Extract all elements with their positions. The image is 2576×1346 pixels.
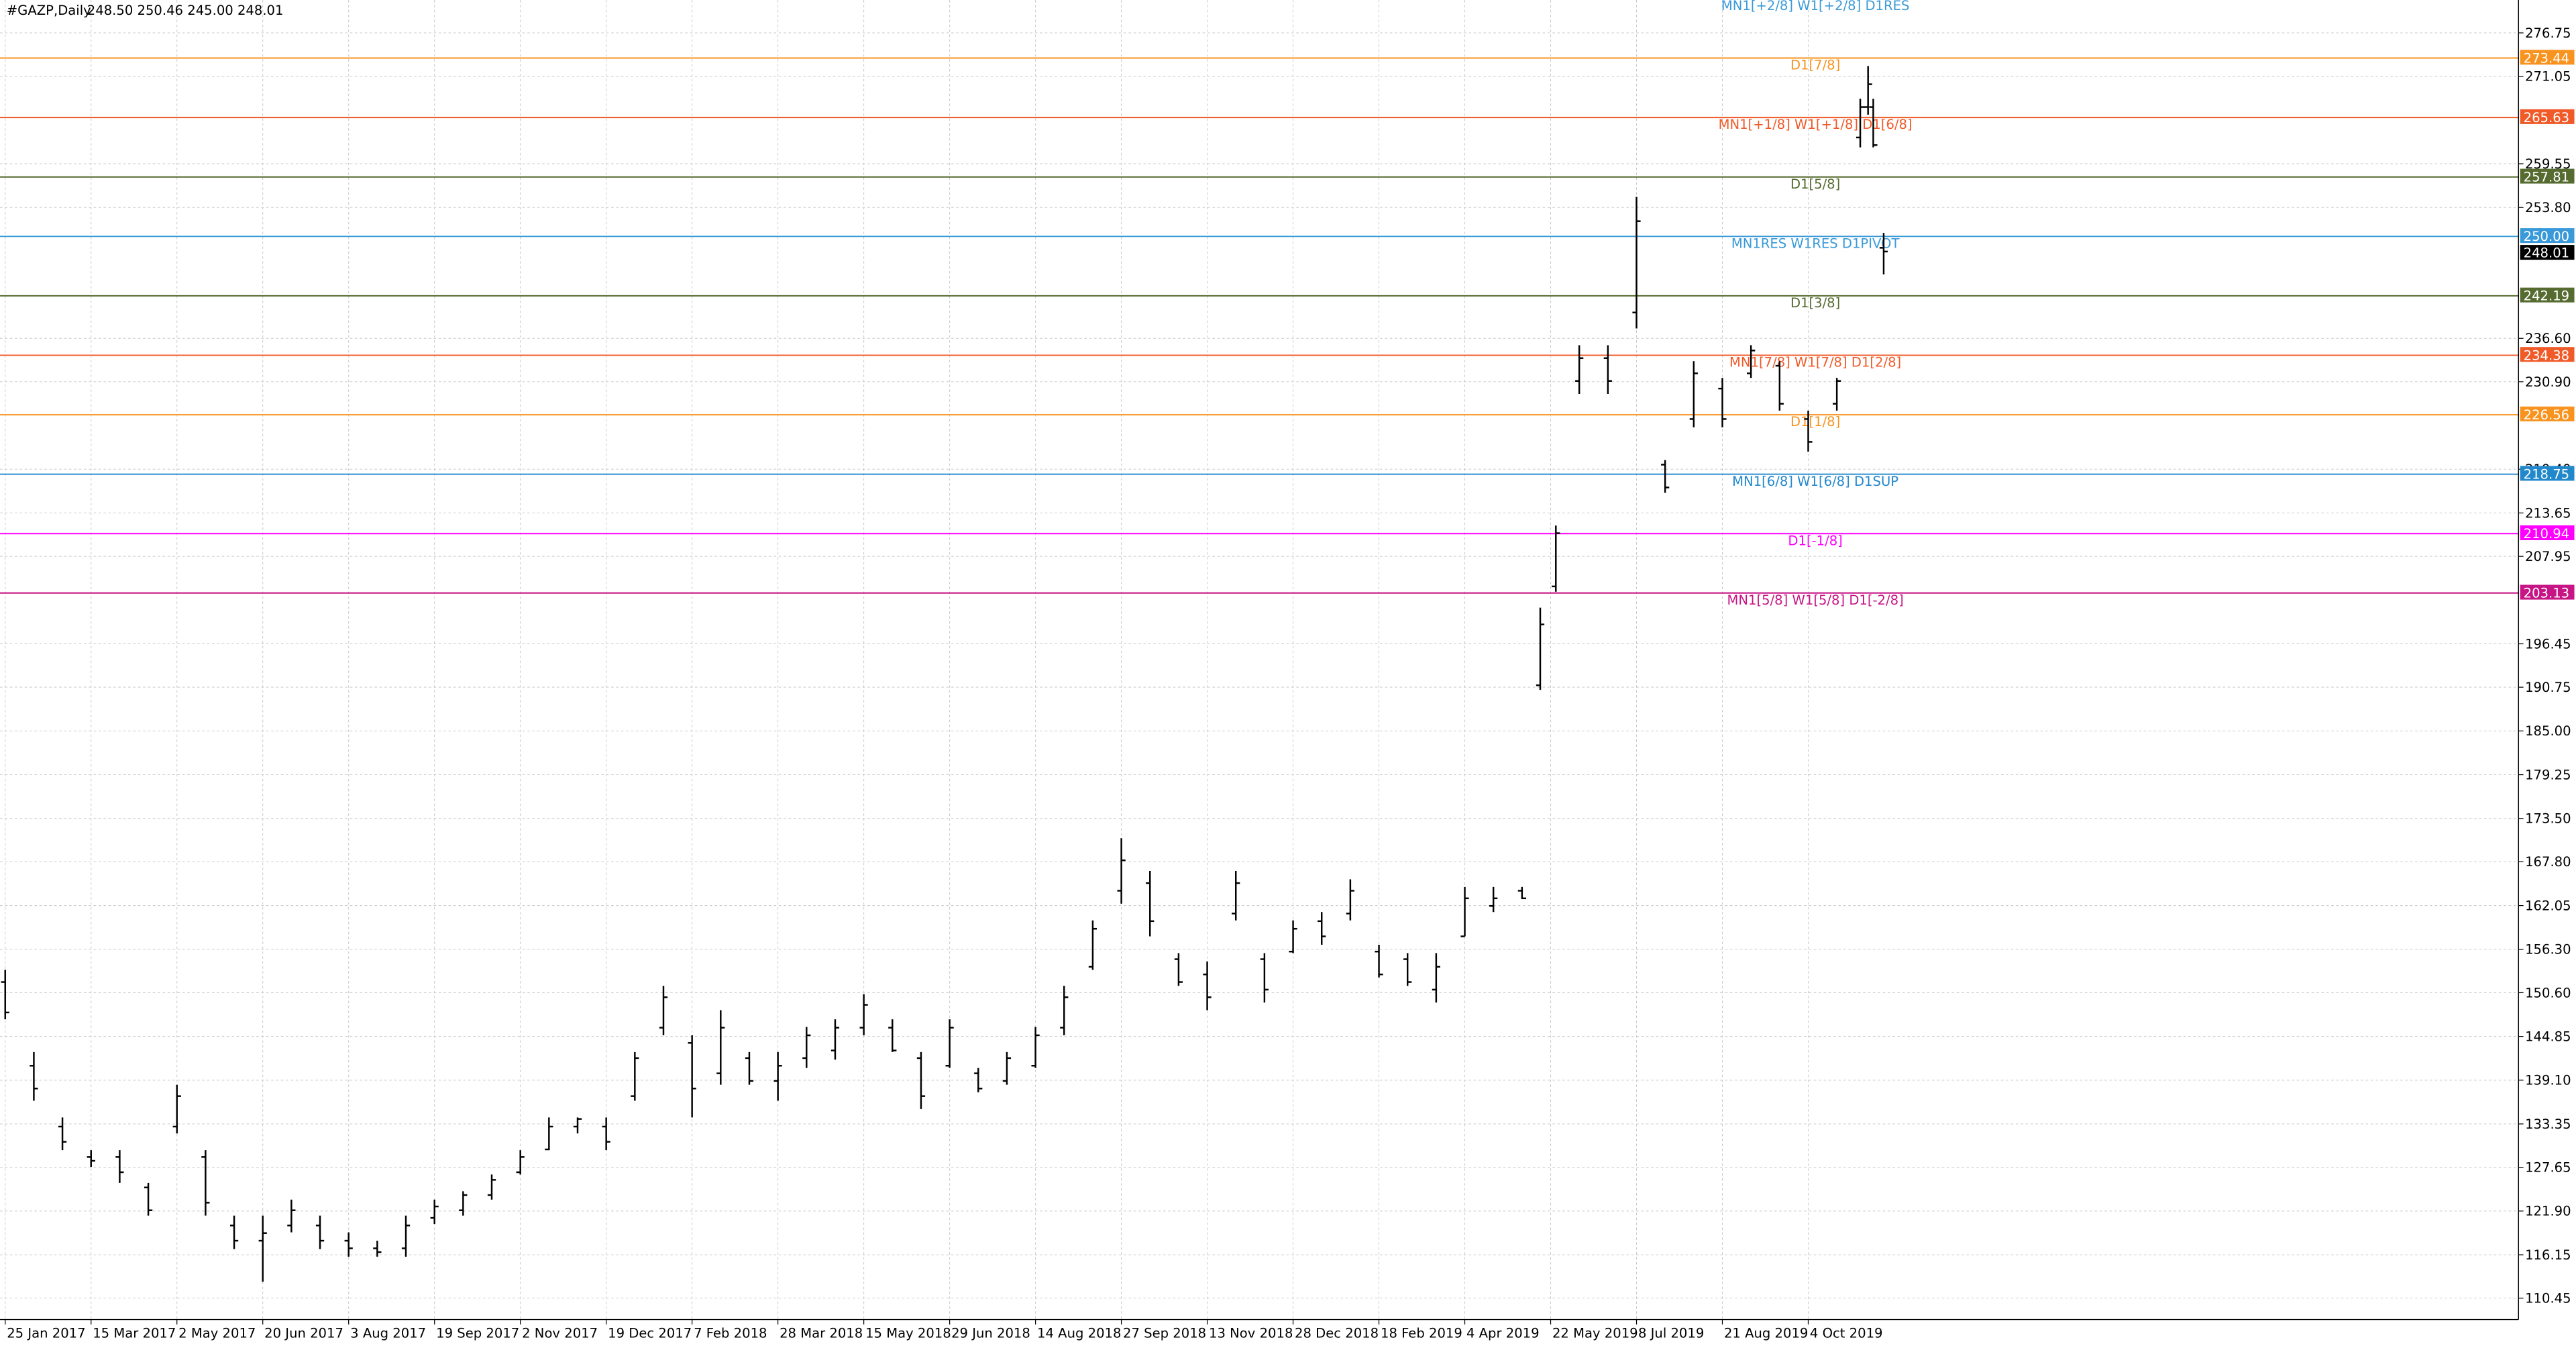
y-tick-label: 133.35 xyxy=(2525,1117,2571,1132)
x-tick-label: 28 Dec 2018 xyxy=(1295,1325,1379,1341)
price-axis-panel xyxy=(2518,0,2576,1346)
y-tick-label: 162.05 xyxy=(2525,898,2571,913)
quote: 248.50 250.46 245.00 248.01 xyxy=(87,3,284,18)
level-price-label: 265.63 xyxy=(2524,110,2570,125)
x-tick-label: 7 Feb 2018 xyxy=(694,1325,767,1341)
x-tick-label: 15 Mar 2017 xyxy=(93,1325,176,1341)
level-price-label: 218.75 xyxy=(2524,467,2570,482)
x-tick-label: 19 Sep 2017 xyxy=(436,1325,519,1341)
y-tick-label: 271.05 xyxy=(2525,68,2571,84)
level-price-box xyxy=(2520,466,2575,481)
level-label: MN1[5/8] W1[5/8] D1[-2/8] xyxy=(1727,592,1904,608)
last-price-box xyxy=(2520,245,2575,260)
y-tick-label: 150.60 xyxy=(2525,985,2571,1000)
x-tick-label: 25 Jan 2017 xyxy=(7,1325,85,1341)
level-price-label: 242.19 xyxy=(2524,289,2570,304)
x-tick-label: 28 Mar 2018 xyxy=(780,1325,863,1341)
price-bars xyxy=(1,66,1888,1282)
y-tick-label: 253.80 xyxy=(2525,200,2571,215)
y-tick-label: 230.90 xyxy=(2525,374,2571,390)
level-price-box xyxy=(2520,525,2575,541)
x-tick-label: 19 Dec 2017 xyxy=(608,1325,692,1341)
x-tick-label: 22 May 2019 xyxy=(1552,1325,1638,1341)
last-price-label: 248.01 xyxy=(2524,245,2570,260)
level-price-label: 250.00 xyxy=(2524,229,2570,244)
x-tick-label: 3 Aug 2017 xyxy=(350,1325,426,1341)
level-label: MN1RES W1RES D1PIVOT xyxy=(1731,236,1900,251)
y-tick-label: 110.45 xyxy=(2525,1291,2571,1306)
y-tick-label: 190.75 xyxy=(2525,680,2571,695)
axes: 276.75271.05259.55253.80236.60230.90219.… xyxy=(5,25,2575,1341)
x-tick-label: 21 Aug 2019 xyxy=(1724,1325,1808,1341)
level-label: D1[7/8] xyxy=(1790,58,1840,73)
x-tick-label: 14 Aug 2018 xyxy=(1037,1325,1121,1341)
level-label: D1[3/8] xyxy=(1790,295,1840,311)
x-tick-label: 13 Nov 2018 xyxy=(1209,1325,1293,1341)
level-label: MN1[+1/8] W1[+1/8] D1[6/8] xyxy=(1719,117,1913,132)
y-tick-label: 167.80 xyxy=(2525,854,2571,870)
level-label: MN1[6/8] W1[6/8] D1SUP xyxy=(1732,474,1898,489)
y-tick-label: 139.10 xyxy=(2525,1073,2571,1088)
chart-title: #GAZP,Daily xyxy=(7,3,91,18)
level-label: D1[1/8] xyxy=(1790,414,1840,429)
level-price-label: 226.56 xyxy=(2524,407,2570,423)
y-tick-label: 207.95 xyxy=(2525,549,2571,564)
level-price-box xyxy=(2520,228,2575,244)
x-tick-label: 4 Oct 2019 xyxy=(1810,1325,1883,1341)
level-price-box xyxy=(2520,406,2575,421)
y-tick-label: 213.65 xyxy=(2525,505,2571,521)
level-price-box xyxy=(2520,287,2575,303)
level-price-label: 203.13 xyxy=(2524,586,2570,601)
x-tick-label: 20 Jun 2017 xyxy=(264,1325,343,1341)
y-tick-label: 173.50 xyxy=(2525,811,2571,827)
y-tick-label: 144.85 xyxy=(2525,1029,2571,1044)
y-tick-label: 236.60 xyxy=(2525,331,2571,346)
x-tick-label: 2 Nov 2017 xyxy=(522,1325,598,1341)
x-tick-label: 4 Apr 2019 xyxy=(1466,1325,1540,1341)
level-price-label: 273.44 xyxy=(2524,50,2570,66)
level-label: MN1[+2/8] W1[+2/8] D1RES xyxy=(1721,0,1910,13)
x-tick-label: 27 Sep 2018 xyxy=(1123,1325,1206,1341)
y-tick-label: 276.75 xyxy=(2525,25,2571,41)
y-tick-label: 156.30 xyxy=(2525,942,2571,957)
x-tick-label: 29 Jun 2018 xyxy=(951,1325,1030,1341)
level-price-box xyxy=(2520,109,2575,124)
level-label: D1[-1/8] xyxy=(1788,533,1842,548)
level-price-label: 210.94 xyxy=(2524,526,2570,541)
x-tick-label: 18 Feb 2019 xyxy=(1381,1325,1462,1341)
level-price-box xyxy=(2520,50,2575,65)
y-tick-label: 185.00 xyxy=(2525,723,2571,739)
y-tick-label: 121.90 xyxy=(2525,1204,2571,1219)
y-tick-label: 116.15 xyxy=(2525,1247,2571,1263)
level-price-label: 234.38 xyxy=(2524,348,2570,363)
y-tick-label: 196.45 xyxy=(2525,636,2571,652)
level-label: D1[5/8] xyxy=(1790,176,1840,192)
y-tick-label: 127.65 xyxy=(2525,1160,2571,1176)
x-tick-label: 8 Jul 2019 xyxy=(1638,1325,1704,1341)
x-tick-label: 15 May 2018 xyxy=(865,1325,951,1341)
level-price-box xyxy=(2520,584,2575,600)
x-tick-label: 2 May 2017 xyxy=(178,1325,256,1341)
level-price-label: 257.81 xyxy=(2524,170,2570,185)
levels: MN1[+2/8] W1[+2/8] D1RES D1[7/8] MN1[+1/8]… xyxy=(0,0,2519,608)
y-tick-label: 259.55 xyxy=(2525,156,2571,172)
level-price-box xyxy=(2520,168,2575,184)
level-price-box xyxy=(2520,347,2575,362)
level-label: MN1[7/8] W1[7/8] D1[2/8] xyxy=(1729,355,1901,370)
y-tick-label: 179.25 xyxy=(2525,767,2571,782)
